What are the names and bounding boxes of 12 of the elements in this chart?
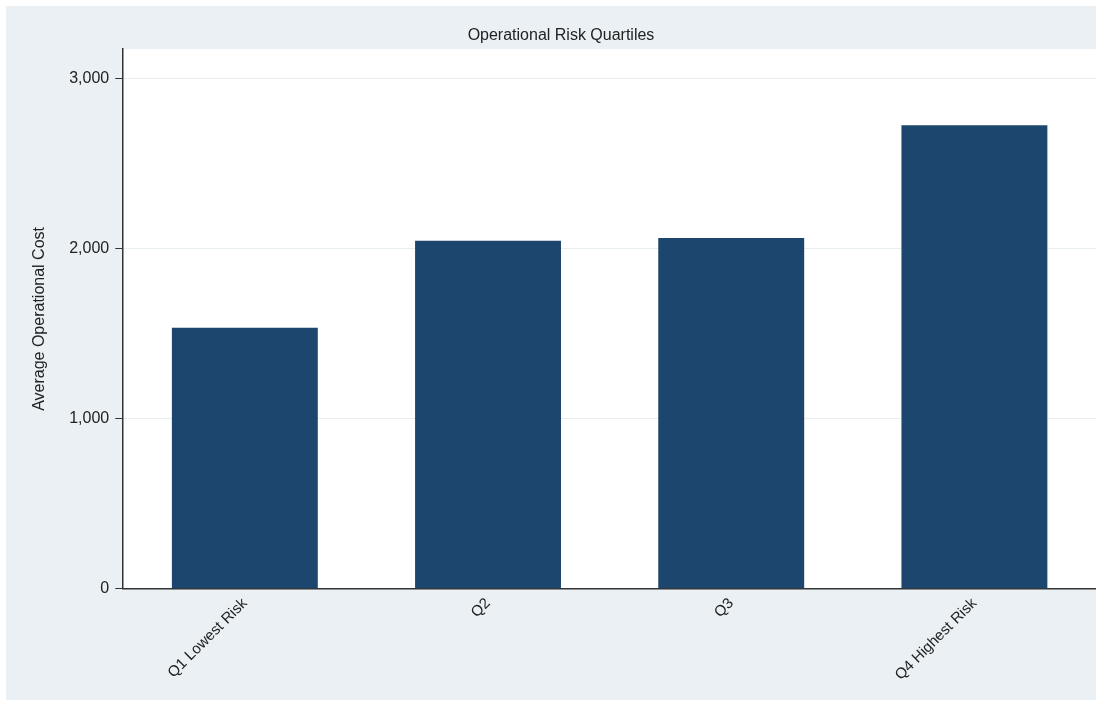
- bar: [901, 125, 1048, 589]
- y-tick-label: 1,000: [69, 408, 110, 426]
- chart-title: Operational Risk Quartiles: [467, 26, 655, 44]
- y-tick-label: 2,000: [69, 238, 110, 256]
- y-axis-title: Average Operational Cost: [30, 226, 48, 411]
- x-tick-label: Q2: [466, 594, 494, 621]
- bar: [415, 240, 561, 589]
- bar: [171, 327, 318, 589]
- bar: [658, 237, 805, 589]
- x-tick-label: Q3: [710, 594, 737, 621]
- y-tick-label: 0: [100, 579, 110, 597]
- y-tick-label: 3,000: [69, 68, 110, 86]
